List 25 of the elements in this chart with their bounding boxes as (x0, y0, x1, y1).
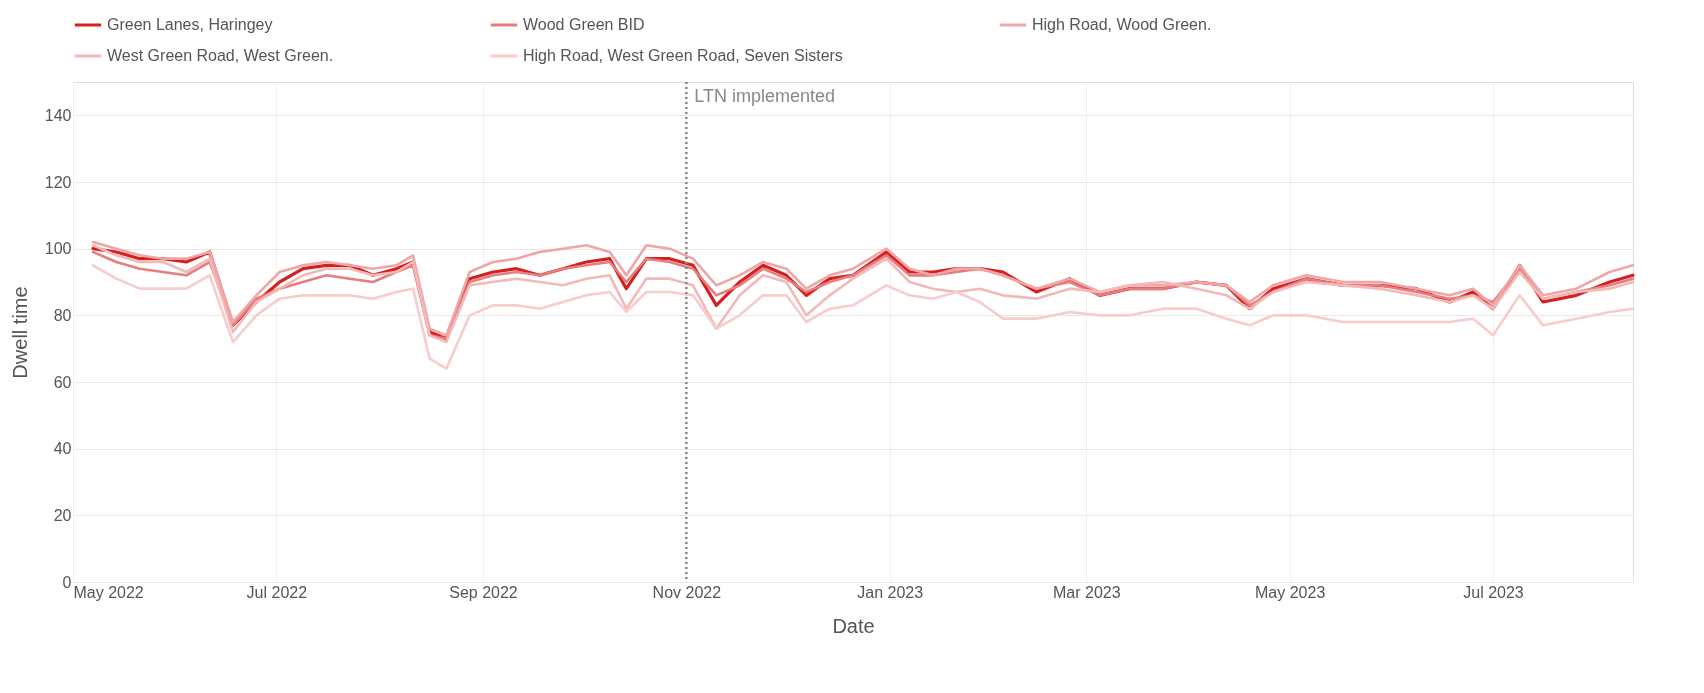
y-axis-title: Dwell time (8, 286, 31, 379)
x-tick-label: May 2023 (1255, 583, 1326, 601)
x-tick-label: Jul 2023 (1463, 583, 1524, 601)
y-tick-label: 20 (53, 506, 72, 524)
y-tick-label: 60 (53, 373, 72, 391)
ref-line-label: LTN implemented (694, 86, 836, 106)
y-tick-label: 0 (62, 573, 72, 591)
legend-label: High Road, Wood Green. (1032, 16, 1212, 33)
x-tick-label: Jan 2023 (857, 583, 924, 601)
legend-label: Wood Green BID (523, 16, 645, 33)
x-tick-label: Mar 2023 (1053, 583, 1121, 601)
y-tick-label: 80 (53, 306, 72, 324)
x-tick-label: Nov 2022 (652, 583, 722, 601)
legend-label: High Road, West Green Road, Seven Sisters (523, 47, 843, 64)
x-axis-title: Date (832, 614, 875, 637)
y-tick-label: 100 (44, 240, 72, 258)
x-tick-label: Jul 2022 (246, 583, 308, 601)
y-tick-label: 120 (44, 173, 72, 191)
y-tick-label: 140 (44, 106, 72, 124)
y-tick-label: 40 (53, 440, 72, 458)
legend-label: West Green Road, West Green. (107, 47, 334, 64)
x-tick-label: Sep 2022 (449, 583, 518, 601)
legend-label: Green Lanes, Haringey (107, 16, 273, 33)
x-tick-label: May 2022 (73, 583, 144, 601)
line-series (91, 264, 1635, 370)
